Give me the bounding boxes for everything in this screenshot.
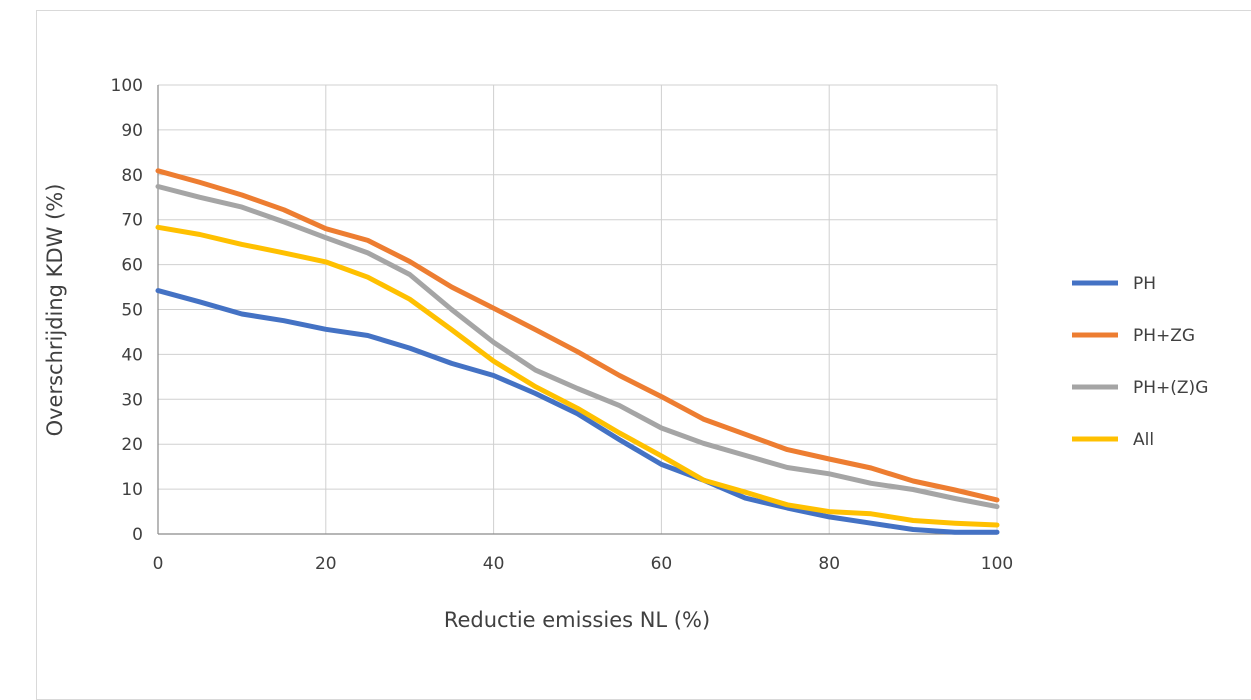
legend-label: PH+(Z)G (1133, 378, 1208, 398)
x-axis-title: Reductie emissies NL (%) (444, 608, 710, 632)
x-tick-label: 0 (153, 554, 164, 574)
y-tick-labels: 0 10 20 30 40 50 60 70 80 90 100 (111, 76, 143, 545)
legend: PH PH+ZG PH+(Z)G All (1072, 274, 1208, 450)
y-tick-label: 80 (121, 166, 143, 186)
y-tick-label: 20 (121, 435, 143, 455)
x-tick-label: 40 (483, 554, 505, 574)
y-axis-title: Overschrijding KDW (%) (43, 184, 67, 437)
series-line-ph-zg (155, 168, 1000, 503)
y-tick-label: 0 (132, 525, 143, 545)
y-tick-label: 90 (121, 121, 143, 141)
x-tick-labels: 0 20 40 60 80 100 (153, 554, 1014, 574)
y-tick-label: 50 (121, 301, 143, 321)
x-tick-label: 20 (315, 554, 337, 574)
y-tick-label: 10 (121, 480, 143, 500)
series-lines (155, 168, 1000, 535)
legend-label: PH+ZG (1133, 326, 1195, 346)
chart-frame (36, 10, 1251, 700)
y-tick-label: 100 (111, 76, 143, 96)
y-tick-label: 30 (121, 390, 143, 410)
y-tick-label: 70 (121, 211, 143, 231)
legend-label: All (1133, 430, 1154, 450)
series-line-all (155, 224, 1000, 528)
series-line-ph (155, 288, 1000, 535)
x-tick-label: 80 (818, 554, 840, 574)
series-line-ph-z-g (155, 184, 1000, 510)
legend-label: PH (1133, 274, 1156, 294)
x-tick-label: 60 (651, 554, 673, 574)
y-tick-label: 40 (121, 345, 143, 365)
x-tick-label: 100 (981, 554, 1013, 574)
y-tick-label: 60 (121, 256, 143, 276)
